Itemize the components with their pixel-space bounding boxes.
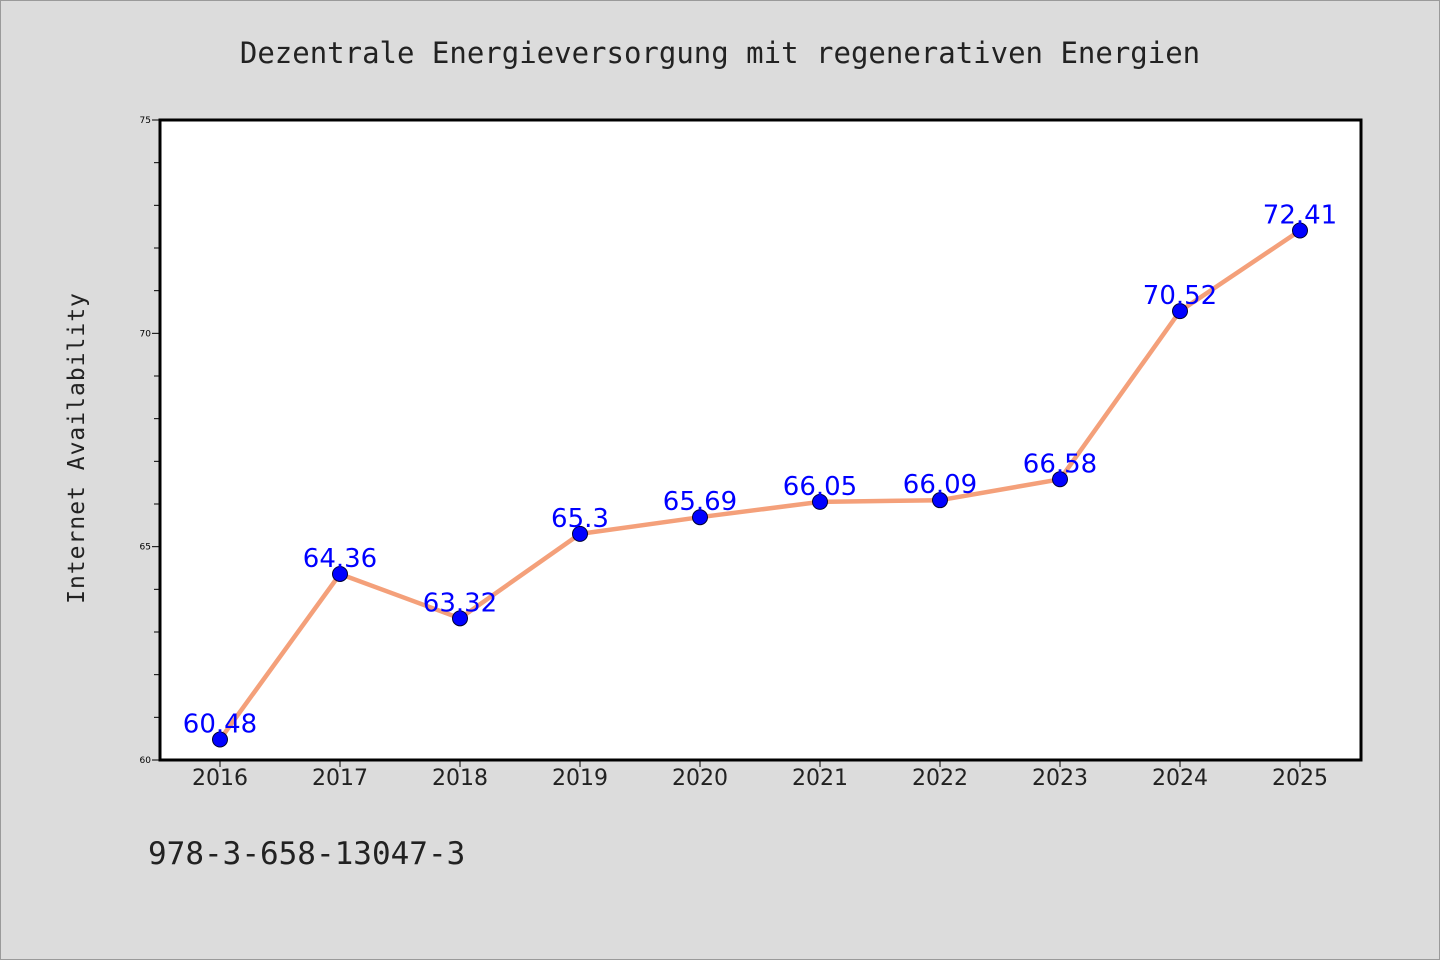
x-tick-label: 2021 <box>792 766 848 791</box>
data-marker <box>572 525 588 542</box>
data-labels: 60.48 64.36 63.32 65.3 65.69 66.05 66.09 66.58 7… <box>183 201 1337 740</box>
y-tick-label: 65 <box>140 543 151 553</box>
data-label: 66.05 <box>783 472 857 502</box>
series-line <box>217 228 1303 742</box>
x-tick-label: 2019 <box>552 766 608 791</box>
data-marker <box>452 610 468 627</box>
data-label: 72.41 <box>1263 201 1337 231</box>
plot-area <box>160 120 1361 760</box>
x-tick-labels: 2016 2017 2018 2019 2020 2021 2022 2023 2024 2025 <box>192 766 1328 791</box>
x-tick-label: 2025 <box>1272 766 1328 791</box>
data-label: 65.3 <box>551 504 609 534</box>
y-tick-label: 75 <box>140 116 151 126</box>
x-tick-label: 2016 <box>192 766 248 791</box>
data-marker <box>692 509 708 526</box>
x-tick-label: 2017 <box>312 766 368 791</box>
y-axis-label: Internet Availability <box>64 292 90 604</box>
data-markers <box>212 222 1308 748</box>
data-marker <box>332 565 348 582</box>
x-tick-label: 2023 <box>1032 766 1088 791</box>
data-label: 60.48 <box>183 710 257 740</box>
data-label: 66.09 <box>903 470 977 500</box>
data-marker <box>1052 471 1068 488</box>
data-marker <box>932 492 948 509</box>
x-tick-label: 2018 <box>432 766 488 791</box>
x-tick-label: 2020 <box>672 766 728 791</box>
data-label: 63.32 <box>423 588 497 618</box>
x-tick-label: 2022 <box>912 766 968 791</box>
data-label: 64.36 <box>303 544 377 574</box>
plot-border <box>158 118 1363 762</box>
data-label: 65.69 <box>663 487 737 517</box>
data-marker <box>812 493 828 510</box>
y-tick-labels: 60 65 70 75 <box>140 116 152 766</box>
y-tick-label: 60 <box>140 756 152 766</box>
isbn-text: 978-3-658-13047-3 <box>148 836 465 872</box>
data-marker <box>1292 222 1308 239</box>
chart-title: Dezentrale Energieversorgung mit regener… <box>240 36 1200 70</box>
y-tick-label: 70 <box>140 329 152 339</box>
data-label: 66.58 <box>1023 449 1097 479</box>
data-label: 70.52 <box>1143 281 1217 311</box>
data-marker <box>212 731 228 748</box>
data-marker <box>1172 303 1188 320</box>
x-tick-label: 2024 <box>1152 766 1208 791</box>
